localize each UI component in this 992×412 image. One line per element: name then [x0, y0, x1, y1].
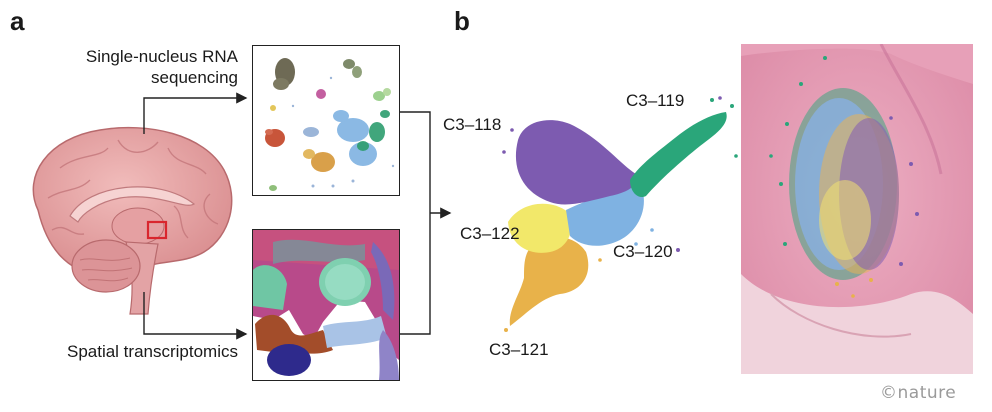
panel-b-letter: b: [454, 6, 470, 36]
cluster-c3-120-region: [566, 184, 644, 246]
cluster-label-c3-120: C3–120: [613, 242, 673, 261]
cluster-c3-119-region: [630, 112, 727, 198]
umap-plot: [265, 58, 395, 191]
snrna-umap-frame: [252, 45, 400, 196]
cluster-umap: [502, 96, 738, 332]
cluster-label-c3-119: C3–119: [626, 91, 685, 110]
cluster-label-c3-122: C3–122: [460, 224, 520, 243]
highlight-box: [146, 220, 168, 240]
cluster-c3-121-region: [509, 236, 589, 326]
nature-credit-logo: ©nature: [880, 383, 957, 403]
cluster-c3-122-region: [508, 203, 572, 253]
cluster-label-c3-118: C3–118: [443, 115, 502, 134]
brain-illustration: [32, 126, 233, 315]
spatial-map: [253, 230, 399, 380]
spatial-map-frame: [252, 229, 400, 381]
spatial-transcriptomics-label: Spatial transcriptomics: [66, 342, 238, 361]
cluster-label-c3-121: C3–121: [489, 340, 549, 359]
panel-a-letter: a: [10, 6, 25, 36]
tissue-section: [741, 44, 973, 374]
cluster-c3-118-region: [515, 120, 637, 205]
snrna-seq-label: Single-nucleus RNA sequencing: [85, 47, 238, 87]
